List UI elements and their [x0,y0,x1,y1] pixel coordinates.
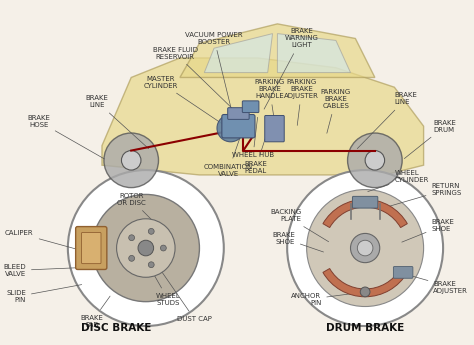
Circle shape [129,255,135,261]
Circle shape [148,262,154,268]
Text: DISC BRAKE: DISC BRAKE [82,323,152,333]
Text: BRAKE
HOSE: BRAKE HOSE [27,115,104,159]
Text: BACKING
PLATE: BACKING PLATE [271,209,328,242]
Text: BLEED
VALVE: BLEED VALVE [3,264,80,277]
FancyBboxPatch shape [222,115,255,138]
Text: WHEEL HUB: WHEEL HUB [232,117,274,158]
Text: BRAKE FLUID
RESERVOIR: BRAKE FLUID RESERVOIR [153,47,234,110]
Polygon shape [204,33,273,72]
Circle shape [117,219,175,277]
FancyBboxPatch shape [393,267,413,278]
Circle shape [350,234,380,263]
FancyBboxPatch shape [265,116,284,142]
Text: BRAKE
DRUM: BRAKE DRUM [404,120,456,159]
Wedge shape [323,199,407,228]
Text: BRAKE
LINE: BRAKE LINE [86,95,149,149]
Circle shape [217,115,244,142]
Circle shape [360,287,370,297]
Text: ROTOR
OR DISC: ROTOR OR DISC [117,193,154,222]
Text: SLIDE
PIN: SLIDE PIN [6,285,82,303]
Circle shape [104,133,158,188]
Circle shape [365,150,384,170]
Wedge shape [323,268,407,297]
Circle shape [160,245,166,251]
FancyBboxPatch shape [353,196,378,208]
Circle shape [307,189,424,306]
Circle shape [121,150,141,170]
Text: BRAKE
PAD: BRAKE PAD [81,296,110,328]
Circle shape [129,235,135,241]
Text: CALIPER: CALIPER [5,230,88,252]
Circle shape [148,228,154,234]
Text: BRAKE
ADJUSTER: BRAKE ADJUSTER [402,273,468,294]
Circle shape [92,195,200,302]
Text: DUST CAP: DUST CAP [150,255,212,322]
Text: PARKING
BRAKE
ADJUSTER: PARKING BRAKE ADJUSTER [284,79,319,125]
FancyBboxPatch shape [76,227,107,269]
Text: PARKING
BRAKE
HANDLE: PARKING BRAKE HANDLE [255,79,285,119]
Text: WHEEL
CYLINDER: WHEEL CYLINDER [368,170,429,191]
Text: WHEEL
STUDS: WHEEL STUDS [154,275,181,306]
Circle shape [347,133,402,188]
Text: BRAKE
LINE: BRAKE LINE [357,92,417,149]
Text: BRAKE
PEDAL: BRAKE PEDAL [245,134,267,174]
Text: VACUUM POWER
BOOSTER: VACUUM POWER BOOSTER [185,32,243,116]
Text: ANCHOR
PIN: ANCHOR PIN [291,292,362,306]
Circle shape [357,240,373,256]
Text: RETURN
SPRINGS: RETURN SPRINGS [383,183,462,208]
Text: MASTER
CYLINDER: MASTER CYLINDER [143,76,227,127]
Text: BRAKE
WARNING
LIGHT: BRAKE WARNING LIGHT [264,29,319,109]
Text: BRAKE
SHOE: BRAKE SHOE [402,219,454,242]
FancyBboxPatch shape [82,233,101,264]
Text: PARKING
BRAKE
CABLES: PARKING BRAKE CABLES [321,89,351,133]
FancyBboxPatch shape [228,108,249,119]
Polygon shape [180,24,375,78]
Circle shape [138,240,154,256]
Text: BRAKE
SHOE: BRAKE SHOE [272,232,324,252]
Circle shape [287,170,443,326]
Text: COMBINATION
VALVE: COMBINATION VALVE [204,111,253,177]
FancyBboxPatch shape [242,101,259,112]
Text: DRUM BRAKE: DRUM BRAKE [326,323,404,333]
Polygon shape [102,58,424,175]
Circle shape [68,170,224,326]
Polygon shape [277,33,350,72]
